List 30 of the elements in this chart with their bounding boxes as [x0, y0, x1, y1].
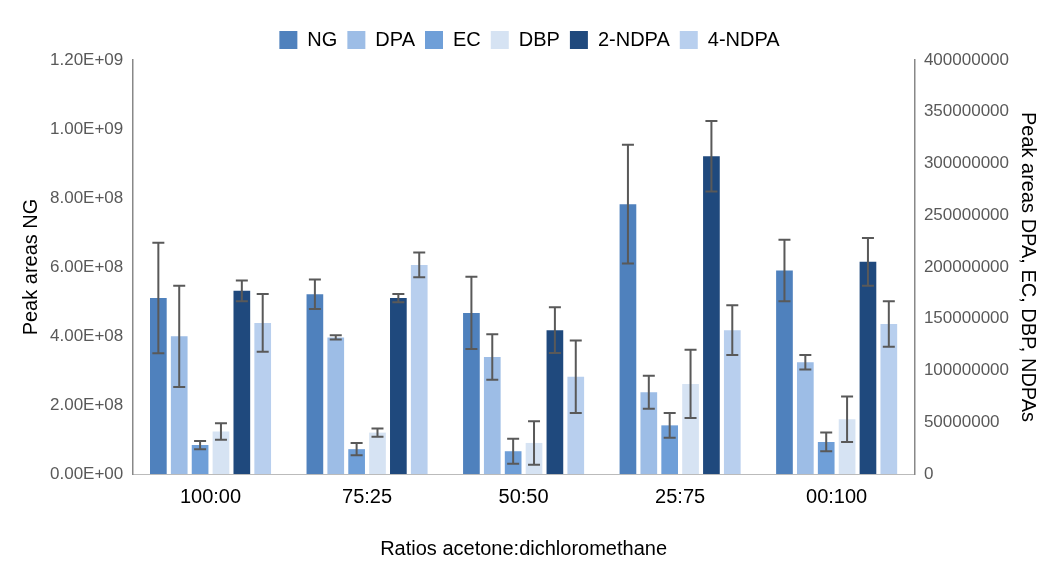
- legend-label: DPA: [375, 27, 416, 50]
- y-tick-label: 8.00E+08: [50, 187, 124, 207]
- legend-label: 4-NDPA: [707, 27, 781, 50]
- y2-tick-label: 0: [923, 463, 934, 483]
- y-tick-label: 1.00E+09: [50, 118, 124, 138]
- y-tick-label: 1.20E+09: [50, 49, 124, 69]
- y-tick-label: 0.00E+00: [50, 463, 124, 483]
- legend-label: 2-NDPA: [597, 27, 671, 50]
- y-tick-label: 4.00E+08: [50, 325, 124, 345]
- y-tick-label: 6.00E+08: [50, 256, 124, 276]
- y2-tick-label: 400000000: [923, 49, 1009, 69]
- y2-tick-label: 50000000: [923, 411, 1000, 431]
- y2-tick-label: 200000000: [923, 256, 1009, 276]
- legend-label: NG: [307, 27, 338, 50]
- y2-axis-title: Peak areas DPA, EC, DBP, NDPAs: [1018, 111, 1041, 423]
- y-tick-label: 2.00E+08: [50, 394, 124, 414]
- legend-label: EC: [453, 27, 481, 50]
- y-axis-title: Peak areas NG: [18, 198, 41, 336]
- x-tick-label: 75:25: [342, 484, 393, 507]
- legend-label: DBP: [518, 27, 560, 50]
- y2-tick-label: 150000000: [923, 308, 1009, 328]
- y2-tick-label: 250000000: [923, 204, 1009, 224]
- y2-tick-label: 300000000: [923, 153, 1009, 173]
- y2-tick-label: 100000000: [923, 360, 1009, 380]
- y2-tick-label: 350000000: [923, 101, 1009, 121]
- x-axis-title: Ratios acetone:dichloromethane: [380, 536, 668, 559]
- x-tick-label: 50:50: [498, 484, 549, 507]
- x-tick-label: 100:00: [179, 484, 242, 507]
- x-tick-label: 25:75: [655, 484, 706, 507]
- x-tick-label: 00:100: [806, 484, 868, 507]
